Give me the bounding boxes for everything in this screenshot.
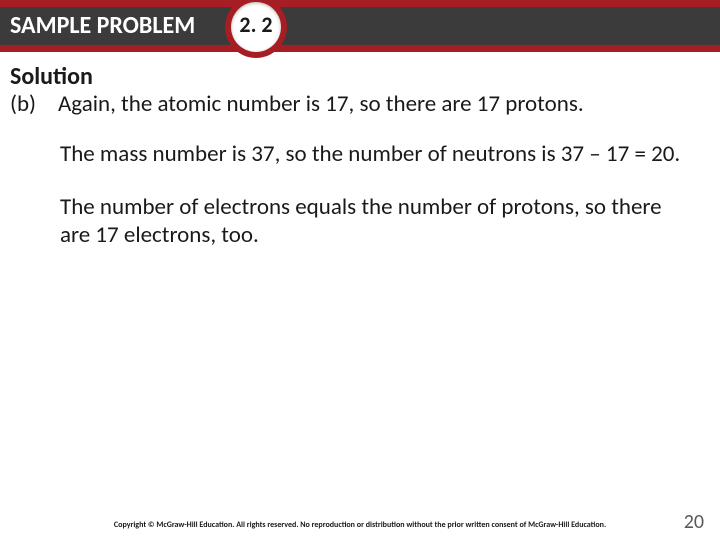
problem-number-badge: 2. 2 [225, 0, 287, 58]
copyright-footer: Copyright © McGraw-Hill Education. All r… [0, 520, 720, 530]
part-label: (b) [10, 91, 58, 119]
paragraph-neutrons: The mass number is 37, so the number of … [60, 141, 690, 169]
header-title: SAMPLE PROBLEM [10, 7, 195, 45]
header-bar: SAMPLE PROBLEM 2. 2 [0, 0, 720, 52]
solution-heading: Solution [10, 62, 710, 91]
paragraph-electrons: The number of electrons equals the numbe… [60, 194, 690, 249]
slide: SAMPLE PROBLEM 2. 2 Solution (b) Again, … [0, 0, 720, 540]
badge-number: 2. 2 [225, 0, 287, 58]
part-b-row: (b) Again, the atomic number is 17, so t… [10, 91, 710, 119]
content-area: Solution (b) Again, the atomic number is… [0, 62, 720, 275]
page-number: 20 [684, 510, 704, 534]
part-text: Again, the atomic number is 17, so there… [58, 91, 584, 119]
